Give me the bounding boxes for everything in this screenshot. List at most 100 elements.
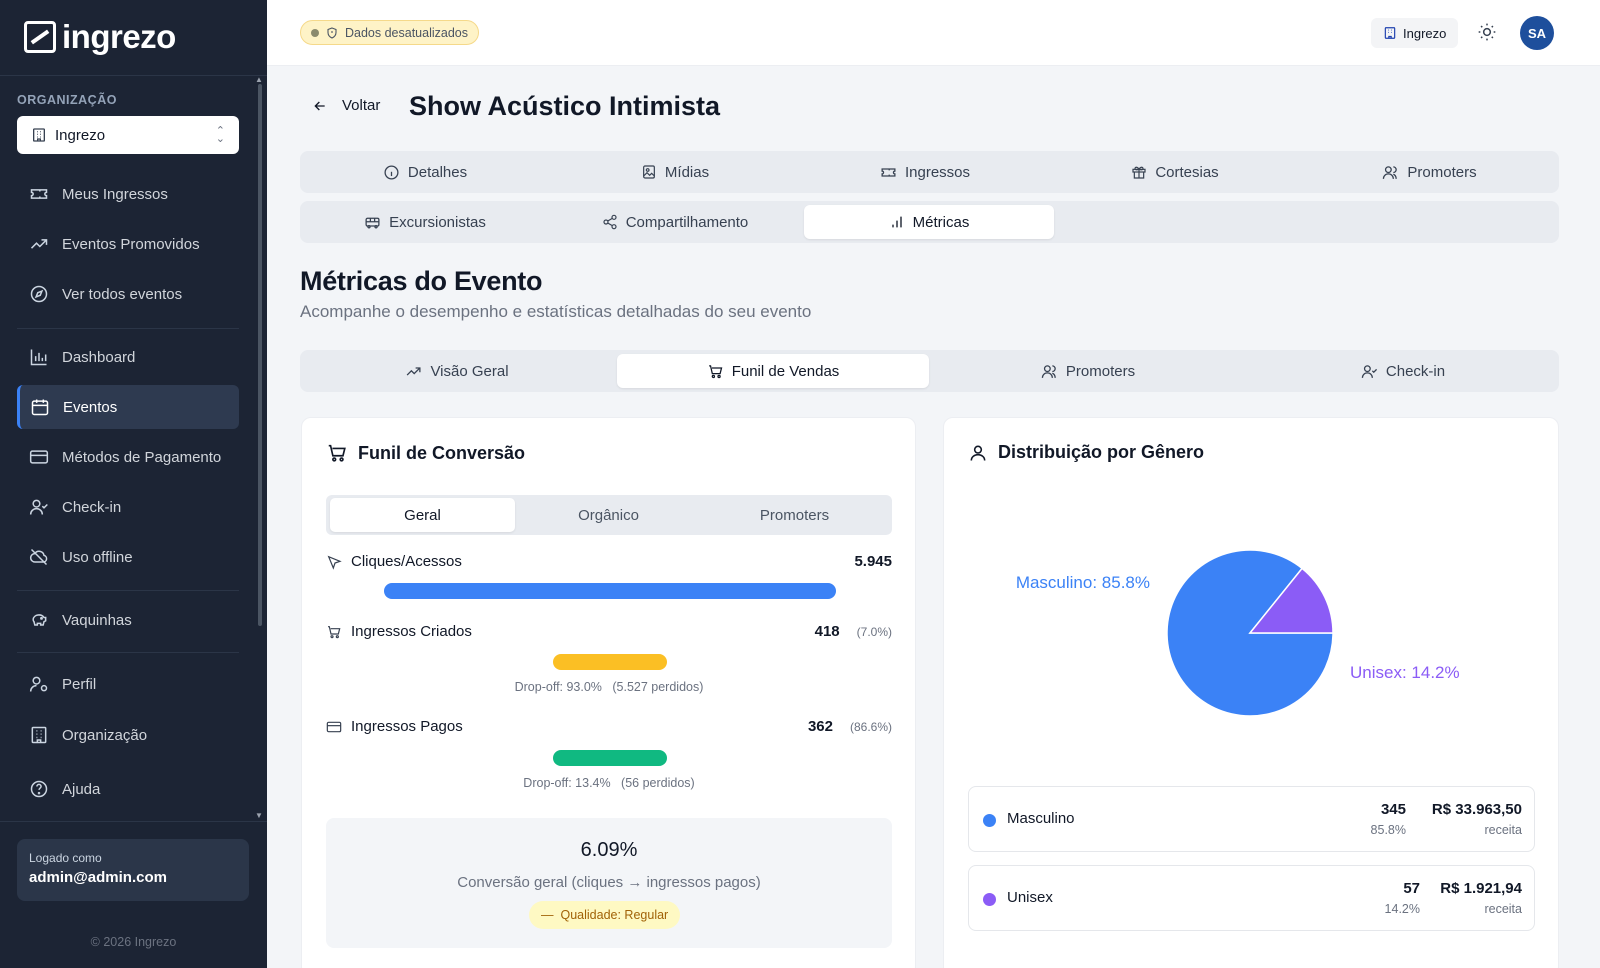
sidebar-item-ver-todos-eventos[interactable]: Ver todos eventos bbox=[17, 272, 239, 316]
tab-funil-de-vendas[interactable]: Funil de Vendas bbox=[617, 354, 929, 388]
shopping-cart-icon bbox=[328, 444, 346, 462]
bus-icon bbox=[365, 217, 380, 228]
legend-revenue-label: receita bbox=[1484, 902, 1522, 916]
legend-name: Masculino bbox=[1007, 810, 1075, 827]
legend-revenue-label: receita bbox=[1484, 823, 1522, 837]
scroll-up-icon[interactable]: ▲ bbox=[255, 75, 263, 84]
gender-row-unisex: Unisex 57 14.2% R$ 1.921,94 receita bbox=[968, 865, 1535, 931]
sidebar-item-label: Métodos de Pagamento bbox=[62, 448, 222, 466]
legend-dot bbox=[983, 814, 996, 827]
funnel-bar-clicks bbox=[384, 583, 836, 599]
user-check-icon bbox=[1361, 364, 1377, 378]
funnel-step-label: Ingressos Pagos bbox=[351, 718, 463, 735]
image-icon bbox=[642, 165, 655, 179]
funnel-step-label: Ingressos Criados bbox=[351, 623, 472, 640]
funnel-step-value: 5.945 bbox=[854, 553, 892, 570]
gender-card: Distribuição por Gênero Masculino: 85.8%… bbox=[943, 417, 1559, 968]
building-icon bbox=[31, 726, 47, 744]
funnel-step-value: 362 bbox=[807, 718, 833, 735]
org-switcher-button[interactable]: Ingrezo bbox=[1371, 18, 1459, 48]
sidebar-item-organizacao[interactable]: Organização bbox=[17, 713, 239, 757]
funnel-dropoff-paid: Drop-off: 13.4% (56 perdidos) bbox=[302, 776, 916, 790]
sidebar-item-perfil[interactable]: Perfil bbox=[17, 662, 239, 706]
arrow-left-icon bbox=[314, 101, 325, 110]
funnel-card: Funil de Conversão Geral Orgânico Promot… bbox=[301, 417, 916, 968]
tab-label: Detalhes bbox=[407, 163, 468, 181]
tab-visao-geral[interactable]: Visão Geral bbox=[304, 354, 610, 388]
funnel-subtabs: Geral Orgânico Promoters bbox=[326, 495, 892, 535]
tab-ingressos[interactable]: Ingressos bbox=[800, 155, 1050, 189]
page-title: Show Acústico Intimista bbox=[409, 91, 721, 121]
sidebar-item-metodos-pagamento[interactable]: Métodos de Pagamento bbox=[17, 435, 239, 479]
shield-alert-icon bbox=[327, 26, 337, 39]
avatar[interactable]: SA bbox=[1520, 16, 1554, 50]
logo-mark-icon bbox=[24, 21, 56, 53]
compass-icon bbox=[30, 285, 48, 303]
back-button[interactable]: Voltar bbox=[312, 97, 380, 114]
conversion-value: 6.09% bbox=[580, 839, 638, 861]
credit-card-icon bbox=[326, 721, 342, 732]
sidebar-item-uso-offline[interactable]: Uso offline bbox=[17, 535, 239, 579]
user-check-icon bbox=[29, 499, 48, 515]
tab-metric-promoters[interactable]: Promoters bbox=[932, 354, 1244, 388]
tab-label: Métricas bbox=[912, 213, 970, 231]
tab-excursionistas[interactable]: Excursionistas bbox=[300, 205, 550, 239]
tab-metricas[interactable]: Métricas bbox=[804, 205, 1054, 239]
tab-midias[interactable]: Mídias bbox=[550, 155, 800, 189]
stale-badge-label: Dados desatualizados bbox=[345, 25, 468, 40]
subtab-promoters[interactable]: Promoters bbox=[759, 506, 830, 524]
sidebar-item-vaquinhas[interactable]: Vaquinhas bbox=[17, 598, 239, 642]
bar-chart-icon bbox=[891, 216, 902, 228]
tab-compartilhamento[interactable]: Compartilhamento bbox=[550, 205, 800, 239]
funnel-step-paid: Ingressos Pagos 362 (86.6%) bbox=[326, 718, 892, 735]
funnel-bar-paid bbox=[553, 750, 667, 766]
sidebar-item-label: Eventos bbox=[63, 398, 118, 416]
ticket-icon bbox=[881, 167, 896, 177]
gender-card-title: Distribuição por Gênero bbox=[968, 442, 1204, 463]
sidebar-scrollbar[interactable] bbox=[258, 84, 262, 626]
subtab-geral[interactable]: Geral bbox=[330, 498, 515, 532]
brand-logo[interactable]: ingrezo bbox=[24, 18, 176, 56]
theme-toggle-button[interactable] bbox=[1477, 22, 1497, 47]
event-tabs-row-1: Detalhes Mídias Ingressos Cortesias Prom… bbox=[300, 151, 1559, 193]
sidebar: ingrezo ▲ ▼ ORGANIZAÇÃO Ingrezo ⌃ ⌄ Meus … bbox=[0, 0, 267, 968]
funnel-step-label: Cliques/Acessos bbox=[351, 553, 462, 570]
tab-cortesias[interactable]: Cortesias bbox=[1050, 155, 1300, 189]
logged-email: admin@admin.com bbox=[29, 869, 167, 886]
legend-count: 57 bbox=[1403, 880, 1420, 897]
conversion-summary: 6.09% Conversão geral (cliques → ingress… bbox=[326, 818, 892, 948]
tab-detalhes[interactable]: Detalhes bbox=[300, 155, 550, 189]
tab-promoters[interactable]: Promoters bbox=[1300, 155, 1559, 189]
funnel-card-title: Funil de Conversão bbox=[326, 442, 525, 464]
org-chip-label: Ingrezo bbox=[1403, 25, 1447, 41]
scroll-down-icon[interactable]: ▼ bbox=[255, 811, 263, 820]
dropoff-lost: (5.527 perdidos) bbox=[612, 680, 704, 694]
sidebar-divider bbox=[17, 652, 239, 653]
org-select[interactable]: Ingrezo ⌃ ⌄ bbox=[17, 116, 239, 154]
subtab-organico[interactable]: Orgânico bbox=[578, 506, 639, 524]
legend-pct: 85.8% bbox=[1370, 823, 1406, 837]
user-icon bbox=[970, 445, 986, 461]
funnel-bar-created bbox=[553, 654, 667, 670]
pie-slice-unisex[interactable] bbox=[1248, 567, 1334, 634]
sidebar-item-eventos[interactable]: Eventos bbox=[17, 385, 239, 429]
tab-label: Excursionistas bbox=[389, 213, 486, 231]
sidebar-item-check-in[interactable]: Check-in bbox=[17, 485, 239, 529]
legend-count: 345 bbox=[1380, 801, 1406, 818]
sidebar-item-eventos-promovidos[interactable]: Eventos Promovidos bbox=[17, 222, 239, 266]
back-label: Voltar bbox=[342, 97, 381, 114]
trending-up-icon bbox=[407, 366, 421, 375]
tab-metric-check-in[interactable]: Check-in bbox=[1247, 354, 1559, 388]
legend-dot bbox=[983, 893, 996, 906]
metric-tabs: Visão Geral Funil de Vendas Promoters Ch… bbox=[300, 350, 1559, 392]
users-icon bbox=[1041, 364, 1056, 378]
users-icon bbox=[1383, 165, 1398, 179]
sidebar-divider bbox=[0, 821, 267, 822]
tab-label: Promoters bbox=[1407, 163, 1477, 181]
bar-chart-icon bbox=[30, 349, 47, 366]
sidebar-item-dashboard[interactable]: Dashboard bbox=[17, 335, 239, 379]
sidebar-item-ajuda[interactable]: Ajuda bbox=[17, 767, 239, 811]
sidebar-item-meus-ingressos[interactable]: Meus Ingressos bbox=[17, 172, 239, 216]
cursor-click-icon bbox=[327, 555, 342, 570]
sidebar-item-label: Meus Ingressos bbox=[62, 185, 168, 203]
